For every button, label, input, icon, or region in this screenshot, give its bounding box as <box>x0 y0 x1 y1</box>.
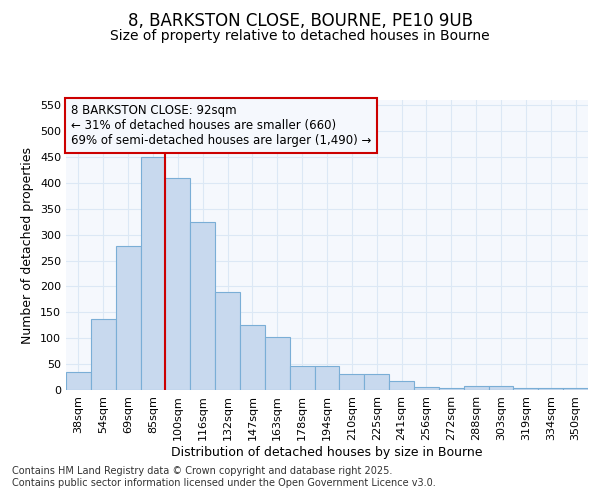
Text: Size of property relative to detached houses in Bourne: Size of property relative to detached ho… <box>110 29 490 43</box>
Bar <box>414 388 439 390</box>
Bar <box>464 386 488 390</box>
Bar <box>66 372 91 390</box>
Bar <box>116 246 140 390</box>
X-axis label: Distribution of detached houses by size in Bourne: Distribution of detached houses by size … <box>171 446 483 458</box>
Bar <box>340 374 364 390</box>
Bar <box>265 337 290 390</box>
Text: 8 BARKSTON CLOSE: 92sqm
← 31% of detached houses are smaller (660)
69% of semi-d: 8 BARKSTON CLOSE: 92sqm ← 31% of detache… <box>71 104 371 148</box>
Bar <box>240 325 265 390</box>
Y-axis label: Number of detached properties: Number of detached properties <box>22 146 34 344</box>
Bar <box>190 222 215 390</box>
Bar <box>314 366 340 390</box>
Bar <box>290 366 314 390</box>
Bar <box>389 380 414 390</box>
Bar <box>538 388 563 390</box>
Bar <box>488 386 514 390</box>
Bar <box>166 178 190 390</box>
Bar <box>514 388 538 390</box>
Bar <box>563 388 588 390</box>
Bar <box>215 292 240 390</box>
Bar <box>364 374 389 390</box>
Text: Contains HM Land Registry data © Crown copyright and database right 2025.
Contai: Contains HM Land Registry data © Crown c… <box>12 466 436 487</box>
Bar <box>91 319 116 390</box>
Bar <box>140 157 166 390</box>
Text: 8, BARKSTON CLOSE, BOURNE, PE10 9UB: 8, BARKSTON CLOSE, BOURNE, PE10 9UB <box>128 12 473 30</box>
Bar <box>439 388 464 390</box>
